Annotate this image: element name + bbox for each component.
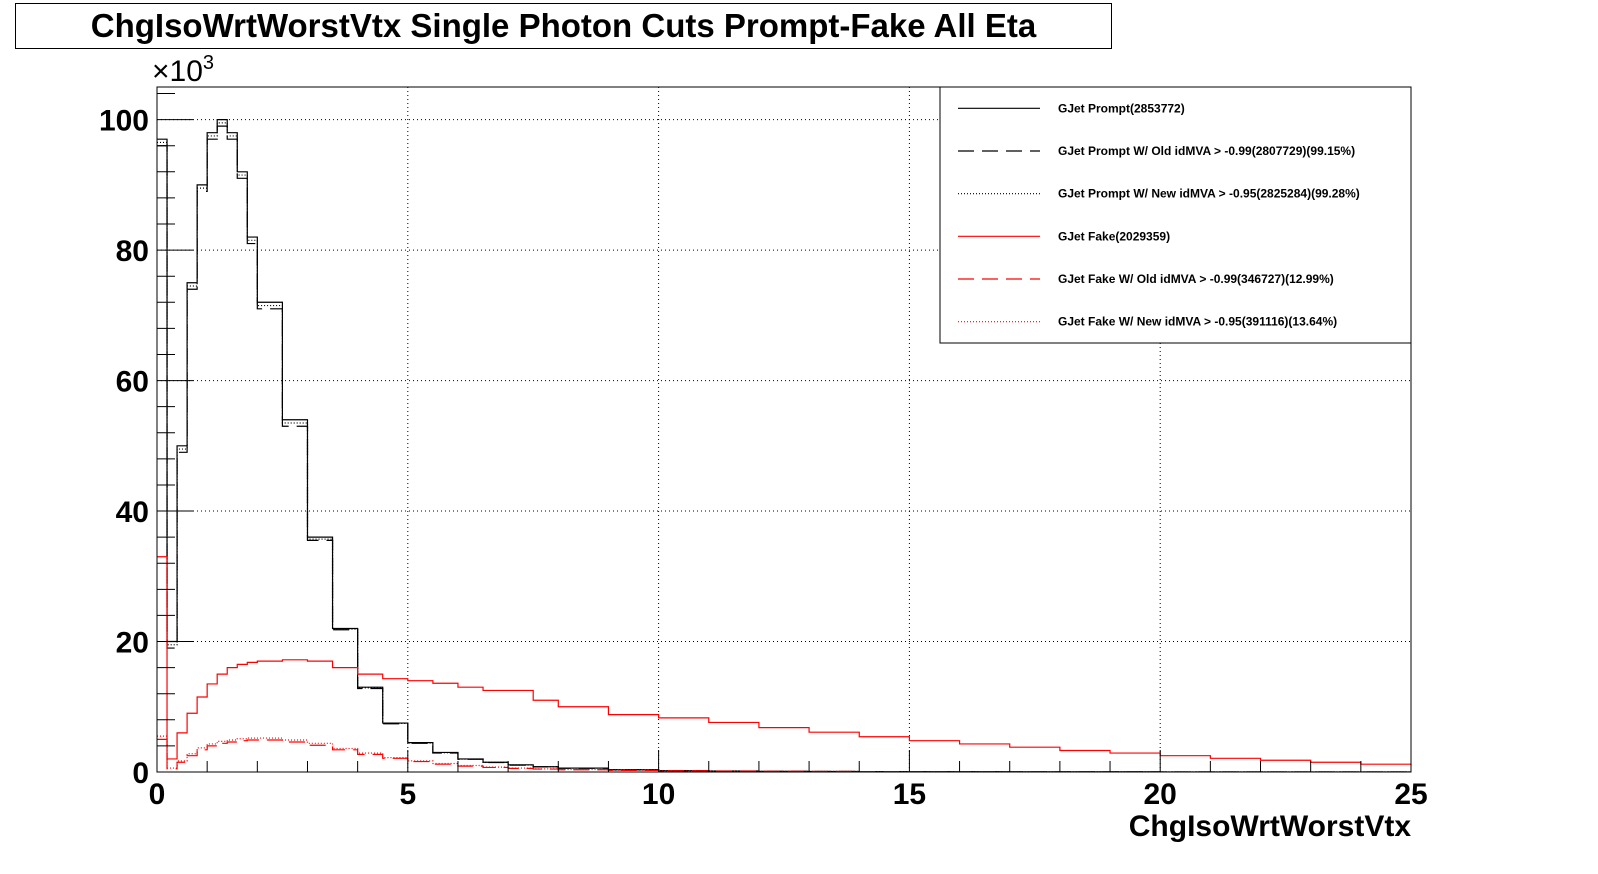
legend-label: GJet Fake(2029359)	[1058, 229, 1170, 243]
legend-label: GJet Prompt(2853772)	[1058, 101, 1185, 115]
y-multiplier-exponent: 3	[203, 52, 214, 74]
legend-label: GJet Prompt W/ Old idMVA > -0.99(2807729…	[1058, 144, 1355, 158]
plot-frame	[156, 86, 1412, 773]
x-tick-label: 20	[1144, 778, 1177, 811]
y-tick-label: 40	[116, 496, 149, 529]
series-line-4	[157, 556, 1412, 766]
x-tick-label: 5	[399, 778, 416, 811]
x-tick-label: 15	[893, 778, 926, 811]
y-tick-label: 100	[99, 105, 149, 138]
x-axis-title: ChgIsoWrtWorstVtx	[1129, 810, 1412, 843]
series-line-5	[157, 738, 1411, 773]
y-multiplier-base: ×10	[152, 55, 203, 88]
legend-label: GJet Prompt W/ New idMVA > -0.95(2825284…	[1058, 187, 1360, 201]
legend-label: GJet Fake W/ New idMVA > -0.95(391116)(1…	[1058, 315, 1337, 329]
y-multiplier-label: ×103	[152, 52, 214, 88]
y-tick-label: 60	[116, 366, 149, 399]
y-tick-label: 80	[116, 235, 149, 268]
x-tick-label: 10	[642, 778, 675, 811]
chart-title: ChgIsoWrtWorstVtx Single Photon Cuts Pro…	[15, 3, 1112, 49]
y-tick-label: 20	[116, 627, 149, 660]
legend-box	[939, 86, 1412, 344]
legend-label: GJet Fake W/ Old idMVA > -0.99(346727)(1…	[1058, 272, 1334, 286]
series-line-6	[157, 735, 1411, 773]
x-tick-label: 25	[1394, 778, 1427, 811]
axes: 0 5 10 15 20 25 0 20 40 60 80 100	[99, 93, 1428, 811]
x-tick-label: 0	[149, 778, 166, 811]
y-tick-label: 0	[132, 757, 149, 790]
legend: GJet Prompt(2853772) GJet Prompt W/ Old i…	[939, 86, 1412, 344]
